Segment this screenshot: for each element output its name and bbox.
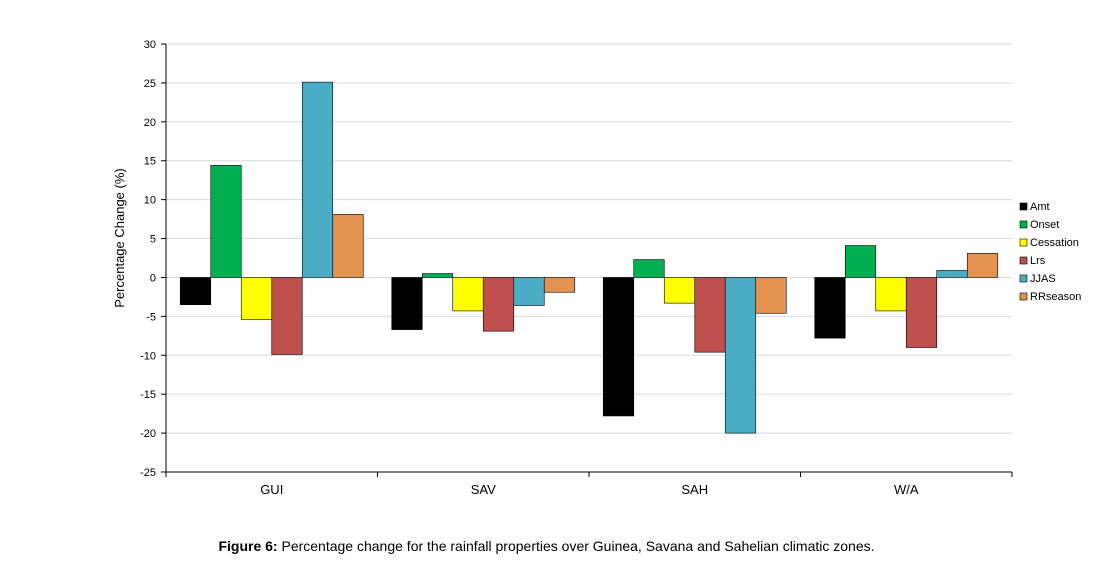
- caption-text: Percentage change for the rainfall prope…: [277, 538, 875, 554]
- y-tick-label: -20: [140, 428, 156, 440]
- bar-jjas-sav: [513, 277, 545, 306]
- y-tick-label: -5: [146, 311, 156, 323]
- bar-rrseason-gui: [332, 214, 364, 278]
- legend-swatch-onset: [1019, 220, 1028, 229]
- bar-amt-wa: [814, 277, 846, 339]
- bars: [179, 81, 999, 434]
- bar-jjas-gui: [301, 81, 334, 278]
- legend-swatch-jjas: [1019, 274, 1028, 283]
- y-tick-label: -15: [140, 389, 156, 401]
- bar-rrseason-wa: [966, 253, 999, 278]
- bar-rrseason-sah: [755, 277, 787, 314]
- legend-label-jjas: JJAS: [1030, 273, 1056, 285]
- legend-swatch-rrseason: [1019, 292, 1028, 301]
- bar-cessation-sav: [452, 277, 484, 312]
- axes: [161, 43, 1013, 477]
- bar-lrs-wa: [905, 277, 938, 348]
- gridlines: [166, 43, 1012, 473]
- bar-rrseason-sav: [543, 277, 576, 293]
- bar-lrs-sah: [694, 277, 726, 353]
- legend-label-lrs: Lrs: [1030, 255, 1046, 267]
- x-category-labels: GUI SAV SAH W/A: [260, 482, 919, 497]
- y-tick-label: 20: [144, 117, 156, 129]
- legend-label-rrseason: RRseason: [1030, 291, 1081, 303]
- bar-amt-gui: [179, 277, 212, 305]
- y-tick-label: 15: [144, 156, 156, 168]
- y-tick-label: 0: [150, 272, 156, 284]
- legend: Amt Onset Cessation Lrs JJAS RRseason: [1019, 201, 1081, 303]
- legend-label-amt: Amt: [1030, 201, 1050, 213]
- x-category-label: SAH: [681, 482, 708, 497]
- legend-swatch-amt: [1019, 202, 1028, 211]
- bar-cessation-wa: [875, 277, 907, 312]
- bar-amt-sav: [391, 277, 423, 330]
- bar-onset-sav: [421, 273, 454, 278]
- legend-label-onset: Onset: [1030, 219, 1059, 231]
- figure-caption: Figure 6: Percentage change for the rain…: [0, 538, 1093, 554]
- legend-swatch-lrs: [1019, 256, 1028, 265]
- y-tick-label: 30: [144, 39, 156, 51]
- caption-label: Figure 6:: [218, 538, 278, 554]
- bar-lrs-gui: [271, 277, 303, 355]
- x-category-label: W/A: [894, 482, 919, 497]
- legend-label-cessation: Cessation: [1030, 237, 1079, 249]
- y-tick-label: 10: [144, 195, 156, 207]
- x-category-label: GUI: [260, 482, 283, 497]
- bar-lrs-sav: [482, 277, 515, 332]
- y-tick-label: 25: [144, 78, 156, 90]
- y-axis-label: Percentage Change (%): [112, 168, 127, 307]
- bar-onset-gui: [210, 165, 242, 278]
- bar-jjas-sah: [724, 277, 757, 434]
- bar-onset-sah: [633, 259, 665, 278]
- x-category-label: SAV: [471, 482, 496, 497]
- y-tick-label: -10: [140, 350, 156, 362]
- chart: 30 25 20 15 10 5 0 -5 -10 -15 -20 -25 GUI SAV SAH W/A …: [112, 39, 1081, 497]
- bar-onset-wa: [844, 245, 877, 278]
- y-tick-labels: 30 25 20 15 10 5 0 -5 -10 -15 -20 -25: [140, 39, 156, 479]
- y-tick-label: 5: [150, 234, 156, 246]
- bar-jjas-wa: [936, 270, 968, 278]
- legend-swatch-cessation: [1019, 238, 1028, 247]
- bar-cessation-sah: [663, 277, 696, 304]
- bar-amt-sah: [602, 277, 635, 417]
- bar-cessation-gui: [240, 277, 273, 320]
- y-tick-label: -25: [140, 467, 156, 479]
